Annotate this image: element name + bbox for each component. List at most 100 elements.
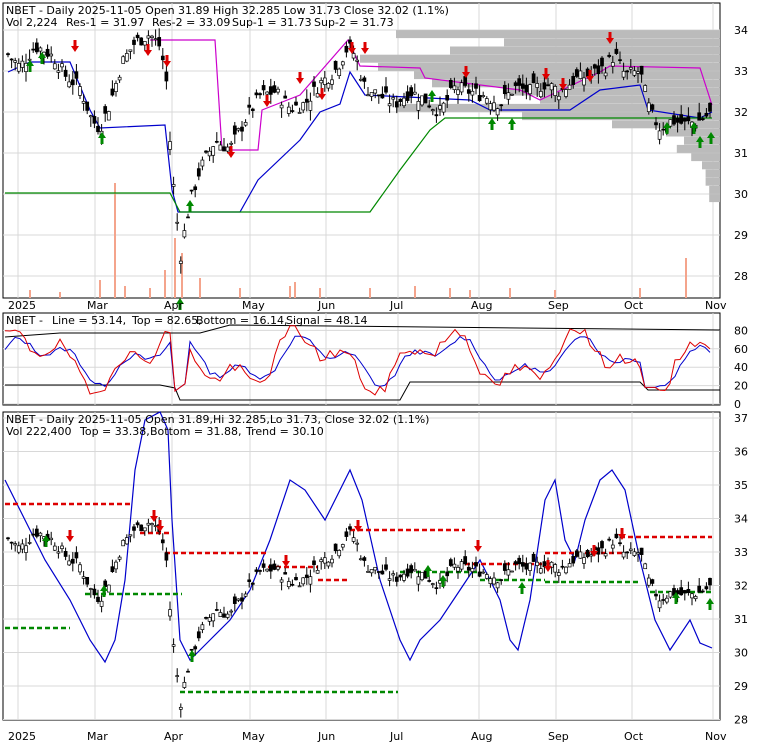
candle-body <box>394 576 399 582</box>
up-arrow <box>690 122 698 134</box>
band-header: NBET - Daily 2025-11-05 Open 31.89,Hi 32… <box>6 413 429 426</box>
candle-body <box>333 543 338 552</box>
candle-body <box>258 570 262 572</box>
candle-body <box>628 548 633 551</box>
band-vol-label: Vol 222,400 <box>6 425 71 438</box>
candle-body <box>430 109 435 111</box>
up-arrow <box>424 565 432 577</box>
y-tick-label: 80 <box>734 324 748 337</box>
candle-body <box>20 60 25 68</box>
candle-body <box>488 103 493 111</box>
candle-body <box>520 83 525 89</box>
candle-body <box>466 89 471 94</box>
res1-label: Res-1 = 31.97 <box>66 16 144 29</box>
candle-body <box>524 563 529 570</box>
candle-body <box>27 58 32 61</box>
candle-body <box>477 95 482 102</box>
down-arrow <box>618 528 626 540</box>
candle-body <box>348 526 352 530</box>
candle-body <box>358 78 363 81</box>
y-tick-label: 33 <box>734 65 748 78</box>
candle-body <box>506 92 511 100</box>
price-panel: 34 33 32 31 30 29 28 NBET - Daily 2025-11-05 O… <box>2 2 748 312</box>
volume-profile-bar <box>414 71 720 80</box>
band-x-ticks: 2025 Mar Apr May Jun Jul Aug Sep Oct Nov <box>8 730 727 743</box>
candle-body <box>708 102 712 112</box>
y-tick-label: 31 <box>734 613 748 626</box>
candle-body <box>294 577 298 581</box>
down-arrow <box>282 555 290 567</box>
candle-body <box>229 142 234 145</box>
candle-body <box>708 577 712 586</box>
candle-body <box>330 558 334 564</box>
candle-body <box>24 545 28 553</box>
candle-body <box>27 542 32 544</box>
x-tick-label: Sep <box>548 730 569 743</box>
candle-body <box>31 48 36 51</box>
band-lines <box>4 411 713 664</box>
volume-profile-bar <box>709 194 720 203</box>
up-arrow <box>508 118 516 130</box>
candle-body <box>502 563 507 571</box>
candle-body <box>254 92 259 96</box>
candle-body <box>142 41 147 46</box>
price-candles <box>6 28 712 274</box>
x-tick-label: Apr <box>164 730 184 743</box>
candle-body <box>297 585 302 588</box>
candle-body <box>445 571 450 577</box>
candle-body <box>243 593 248 597</box>
candle-body <box>391 97 396 100</box>
y-tick-label: 30 <box>734 188 748 201</box>
x-tick-label: Jul <box>389 299 403 312</box>
candle-body <box>477 571 482 577</box>
candle-body <box>567 563 572 568</box>
candle-body <box>459 561 464 570</box>
y-tick-label: 34 <box>734 513 748 526</box>
candle-body <box>502 84 507 95</box>
candle-body <box>99 600 104 607</box>
candle-body <box>614 48 619 54</box>
candle-body <box>387 103 392 107</box>
candle-body <box>319 80 324 84</box>
candle-body <box>337 68 342 76</box>
rsi-panel: 80 60 40 20 0 NBET - Line = 53.14, Top = 82.… <box>2 312 748 411</box>
candle-body <box>535 561 540 566</box>
candle-body <box>135 522 140 526</box>
candle-body <box>373 566 378 571</box>
candle-body <box>632 70 637 76</box>
candle-body <box>625 70 630 73</box>
candle-body <box>560 565 565 568</box>
candle-body <box>409 87 414 97</box>
y-tick-label: 32 <box>734 580 748 593</box>
candle-body <box>114 83 118 93</box>
candle-body <box>531 73 536 84</box>
rsi-title: NBET - <box>6 314 43 327</box>
candle-body <box>499 579 504 581</box>
candle-body <box>340 544 345 548</box>
candle-body <box>218 144 223 151</box>
candle-body <box>265 91 270 95</box>
candle-body <box>344 531 349 537</box>
candle-body <box>344 45 349 53</box>
candle-body <box>517 78 522 86</box>
volume-bar <box>469 290 471 298</box>
volume-profile-bar <box>522 112 720 121</box>
candle-body <box>589 554 594 557</box>
y-tick-label: 36 <box>734 446 748 459</box>
candle-body <box>351 537 356 542</box>
up-arrow <box>439 575 447 587</box>
candle-body <box>200 624 205 630</box>
candle-body <box>402 97 406 107</box>
candle-body <box>499 104 504 107</box>
candle-body <box>9 58 14 61</box>
y-tick-label: 28 <box>734 270 748 283</box>
candle-body <box>38 47 43 52</box>
candle-body <box>452 563 457 568</box>
candle-body <box>286 106 291 114</box>
candle-body <box>319 559 324 563</box>
candle-body <box>700 590 705 593</box>
candle-body <box>308 100 313 111</box>
candle-body <box>474 83 478 89</box>
candle-body <box>189 189 194 192</box>
volume-profile-bar <box>504 38 720 47</box>
